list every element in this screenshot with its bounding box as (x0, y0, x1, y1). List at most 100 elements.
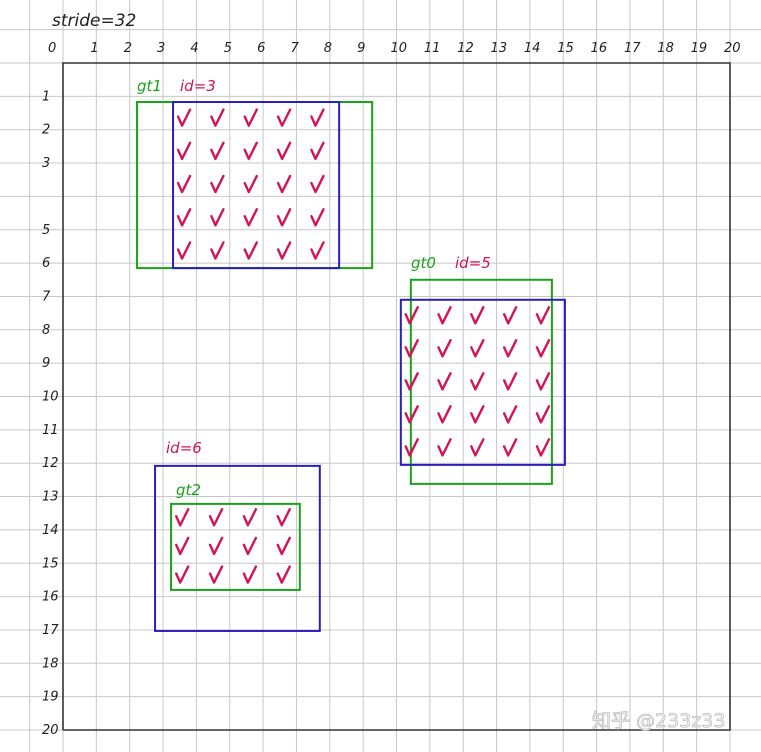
check-icon (208, 565, 224, 584)
anchor-id-label: id=5 (455, 254, 491, 272)
check-icon (437, 438, 452, 457)
check-icon (310, 241, 325, 260)
y-axis-label: 16 (42, 590, 59, 605)
y-axis-label: 10 (42, 390, 59, 405)
check-icon (535, 372, 551, 391)
y-axis-label: 3 (42, 156, 50, 171)
check-icon (210, 174, 225, 194)
y-axis-label: 15 (42, 556, 59, 571)
y-axis-label: 12 (42, 456, 59, 471)
check-icon (404, 306, 419, 325)
check-icon (276, 141, 292, 161)
x-axis-label: 14 (524, 41, 541, 56)
check-icon (243, 241, 258, 260)
check-icon (535, 405, 551, 424)
x-axis-label: 2 (124, 41, 132, 56)
x-axis-label: 1 (90, 41, 98, 56)
check-icon (176, 108, 192, 127)
y-axis-label: 5 (42, 223, 50, 238)
x-axis-label: 6 (257, 41, 265, 56)
check-icon (243, 174, 258, 194)
check-icon (176, 241, 192, 260)
gt-label: gt2 (176, 481, 201, 499)
check-icon (176, 174, 192, 194)
check-icon (404, 405, 419, 424)
check-icon (502, 438, 518, 457)
axes (62, 62, 731, 731)
check-icon (210, 141, 225, 161)
check-icon (243, 108, 258, 127)
check-icon (310, 141, 325, 161)
check-icon (437, 405, 452, 424)
check-icon (276, 241, 292, 260)
x-axis-labels: 0 1 2 3 4 5 6 7 8 9 10 11 12 13 14 15 16 17 18 19 20 (48, 41, 741, 56)
gt-box (409, 278, 553, 485)
check-icon (502, 405, 518, 424)
check-icon (310, 174, 325, 194)
check-icon (175, 508, 190, 527)
y-axis-label: 13 (42, 490, 59, 505)
check-icon (276, 508, 291, 527)
check-icon (535, 339, 551, 358)
check-icon (310, 108, 325, 127)
x-axis-label: 18 (657, 41, 674, 56)
check-icon (276, 108, 292, 127)
y-axis-label: 8 (42, 323, 50, 338)
check-icon (276, 174, 292, 194)
x-axis-label: 20 (724, 41, 741, 56)
watermark: 知乎 @233z33 (592, 710, 725, 732)
x-axis-label: 12 (457, 41, 474, 56)
check-icon (404, 372, 419, 391)
x-axis-label: 0 (48, 41, 56, 56)
gt-label: gt0 (411, 254, 436, 272)
check-icon (210, 241, 225, 260)
check-icon (404, 438, 419, 457)
check-icon (535, 438, 551, 457)
check-icon (470, 405, 485, 424)
y-axis-label: 17 (42, 623, 59, 638)
x-axis-label: 7 (290, 41, 299, 56)
x-axis-label: 11 (424, 41, 441, 56)
check-icon (437, 306, 452, 325)
y-axis-label: 7 (42, 289, 51, 304)
y-axis-label: 19 (42, 690, 59, 705)
x-axis-label: 9 (357, 41, 365, 56)
check-icon (176, 141, 192, 161)
check-icon (242, 508, 258, 527)
y-axis-label: 18 (42, 656, 59, 671)
y-axis-label: 6 (42, 256, 50, 271)
check-icon (243, 208, 258, 227)
anchor-box (154, 464, 321, 632)
anchor-id-label: id=3 (180, 77, 216, 95)
check-icon (175, 536, 190, 556)
check-icon (242, 536, 258, 556)
check-icon (175, 565, 190, 584)
boxes: gt1 id=3 gt0 id=5 id=6 gt2 (136, 77, 566, 632)
check-icon (208, 536, 224, 556)
check-icon (437, 339, 452, 358)
check-icon (535, 306, 551, 325)
check-icon (470, 339, 485, 358)
check-icon (276, 536, 291, 556)
check-icon (276, 565, 291, 584)
x-axis-label: 5 (224, 41, 232, 56)
x-axis-label: 3 (157, 41, 165, 56)
check-icon (502, 339, 518, 358)
x-axis-label: 16 (591, 41, 608, 56)
y-axis-label: 2 (42, 123, 50, 138)
check-icon (243, 141, 258, 161)
checkmarks (175, 108, 551, 584)
anchor-id-label: id=6 (166, 439, 202, 457)
check-icon (176, 208, 192, 227)
check-icon (470, 372, 485, 391)
x-axis-label: 8 (324, 41, 332, 56)
axis-frame (62, 62, 731, 731)
x-axis-label: 13 (491, 41, 508, 56)
x-axis-label: 17 (624, 41, 641, 56)
check-icon (437, 372, 452, 391)
check-icon (210, 208, 225, 227)
check-icon (242, 565, 258, 584)
check-icon (470, 438, 485, 457)
check-icon (310, 208, 325, 227)
